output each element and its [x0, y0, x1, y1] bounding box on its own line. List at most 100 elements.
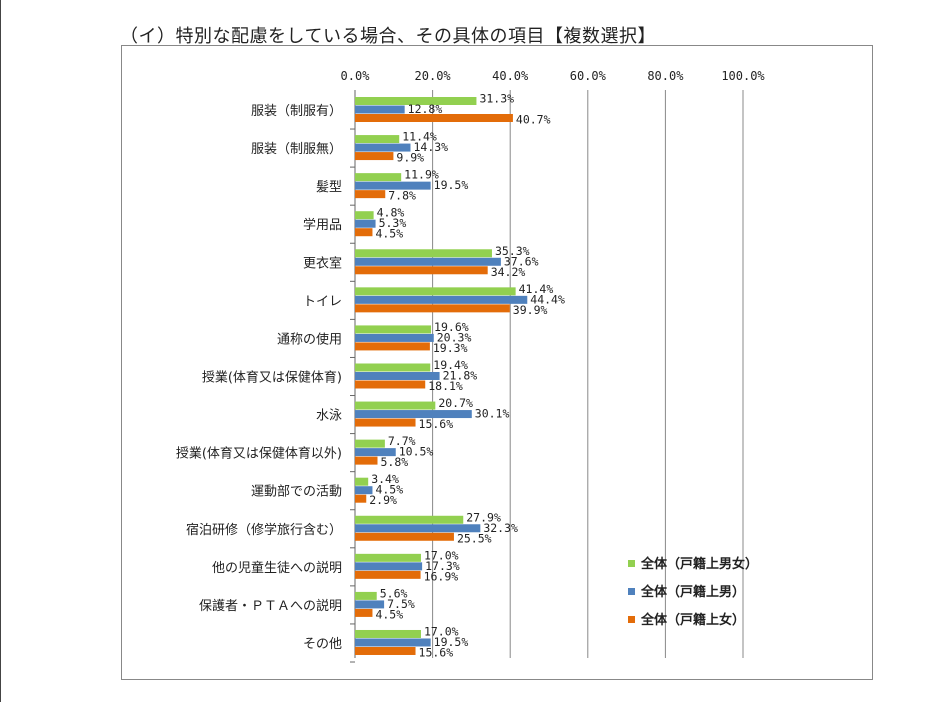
category-label: トイレ [303, 294, 342, 309]
data-label: 19.4% [433, 358, 468, 372]
bar [355, 562, 423, 571]
bar [355, 439, 385, 448]
bar [355, 418, 416, 427]
category-label: 水泳 [316, 409, 342, 424]
bar [355, 380, 426, 389]
data-label: 12.8% [408, 102, 443, 116]
data-label: 15.6% [419, 417, 454, 431]
category-label: 更衣室 [303, 255, 342, 271]
bar [355, 646, 416, 655]
x-tick-label: 20.0% [415, 69, 452, 83]
x-tick-label: 60.0% [570, 69, 607, 83]
data-label: 5.8% [381, 455, 409, 469]
data-label: 35.3% [495, 244, 530, 258]
data-label: 19.6% [434, 320, 469, 334]
category-label: 運動部での活動 [251, 485, 342, 500]
bar [355, 228, 373, 237]
x-tick-label: 0.0% [341, 69, 371, 83]
bar [355, 401, 436, 410]
legend-label: 全体（戸籍上男） [640, 584, 745, 600]
bar [355, 591, 377, 600]
x-tick-label: 80.0% [647, 69, 684, 83]
category-label: 授業(体育又は保健体育) [202, 369, 342, 385]
category-label: 他の児童生徒への説明 [212, 560, 342, 576]
data-label: 31.3% [479, 92, 514, 106]
data-label: 19.3% [433, 341, 468, 355]
bar [355, 608, 373, 617]
bar [355, 211, 374, 220]
bar [355, 532, 454, 541]
bar [355, 524, 481, 533]
data-label: 37.6% [504, 254, 539, 268]
data-label: 7.8% [388, 189, 416, 203]
bar [355, 363, 431, 372]
bar [355, 257, 501, 266]
data-label: 17.0% [424, 548, 459, 562]
data-label: 21.8% [443, 368, 478, 382]
data-label: 32.3% [483, 521, 518, 535]
data-label: 7.7% [388, 434, 416, 448]
bar [355, 456, 378, 465]
bar [355, 486, 373, 495]
data-label: 18.1% [428, 379, 463, 393]
x-tick-label: 40.0% [492, 69, 529, 83]
bar [355, 219, 376, 228]
data-label: 9.9% [396, 151, 424, 165]
category-label: 授業(体育又は保健体育以外) [176, 446, 342, 462]
data-label: 40.7% [516, 113, 551, 127]
legend-label: 全体（戸籍上女） [640, 612, 745, 628]
category-label: 学用品 [303, 217, 342, 233]
bar [355, 342, 430, 351]
bar [355, 181, 431, 190]
data-label: 44.4% [530, 292, 565, 306]
data-label: 2.9% [369, 493, 397, 507]
data-label: 25.5% [457, 531, 492, 545]
data-label: 27.9% [466, 510, 501, 524]
page-edge-line [0, 0, 1, 702]
category-label: 通称の使用 [277, 331, 342, 347]
bar [355, 371, 440, 380]
data-label: 4.5% [375, 227, 403, 241]
bar [355, 515, 464, 524]
bar [355, 173, 402, 182]
data-label: 17.3% [425, 559, 460, 573]
bar [355, 152, 394, 161]
data-label: 41.4% [519, 282, 554, 296]
data-label: 19.5% [434, 178, 469, 192]
bar [355, 266, 488, 275]
data-label: 11.9% [404, 168, 439, 182]
bar [355, 629, 421, 638]
bar [355, 477, 369, 486]
bar [355, 325, 432, 334]
data-label: 4.5% [375, 607, 403, 621]
data-label: 10.5% [399, 445, 434, 459]
legend-swatch [628, 616, 635, 623]
data-label: 20.7% [438, 396, 473, 410]
data-label: 20.3% [437, 330, 472, 344]
data-label: 16.9% [424, 569, 459, 583]
bar [355, 295, 528, 304]
category-label: 保護者・ＰＴＡへの説明 [199, 598, 342, 614]
bar [355, 410, 472, 419]
bar [355, 97, 477, 105]
legend-swatch [628, 588, 635, 595]
data-label: 17.0% [424, 624, 459, 638]
bar [355, 105, 405, 114]
legend-label: 全体（戸籍上男女） [640, 556, 758, 572]
bar [355, 570, 421, 579]
bar [355, 600, 385, 609]
category-label: その他 [303, 637, 342, 652]
data-label: 19.5% [434, 635, 469, 649]
data-label: 3.4% [371, 472, 399, 486]
data-label: 4.5% [375, 483, 403, 497]
bar [355, 114, 513, 122]
bar [355, 135, 400, 144]
bar [355, 190, 386, 199]
bar [355, 249, 492, 258]
data-label: 5.3% [379, 216, 407, 230]
bar [355, 553, 421, 562]
chart-frame [121, 45, 873, 680]
bar [355, 333, 434, 342]
bar [355, 448, 396, 457]
data-label: 14.3% [413, 140, 448, 154]
